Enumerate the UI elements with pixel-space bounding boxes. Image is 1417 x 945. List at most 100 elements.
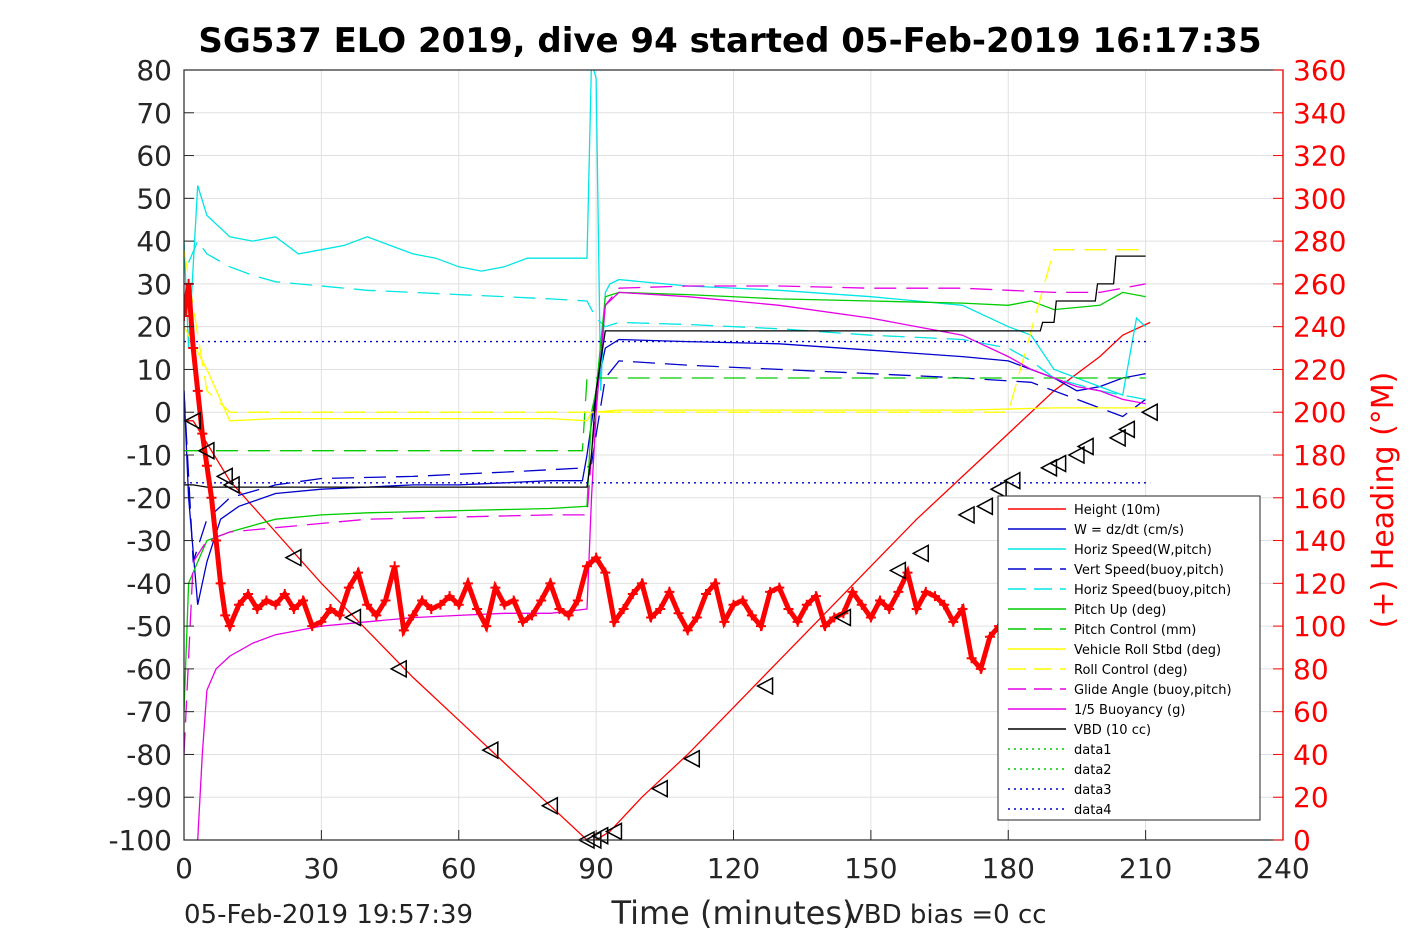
right-y-tick-label: 320	[1293, 140, 1346, 173]
heading-point	[581, 561, 592, 572]
legend-label: Pitch Up (deg)	[1074, 603, 1166, 618]
dive-marker	[888, 561, 907, 580]
heading-point	[197, 428, 208, 439]
legend-label: Roll Control (deg)	[1074, 663, 1188, 678]
heading-point	[499, 599, 510, 610]
heading-point	[371, 610, 382, 621]
dive-marker	[911, 544, 929, 563]
heading-point	[929, 591, 940, 602]
heading-point	[774, 582, 785, 593]
heading-point	[737, 595, 748, 606]
y-tick-label: 10	[136, 353, 172, 386]
dive-markers	[183, 402, 1158, 850]
heading-point	[545, 578, 556, 589]
heading-point	[220, 610, 231, 621]
heading-point	[389, 561, 400, 572]
right-y-tick-label: 100	[1293, 610, 1346, 643]
heading-point	[316, 616, 327, 627]
heading-point	[939, 599, 950, 610]
heading-point	[948, 616, 959, 627]
heading-point	[765, 586, 776, 597]
heading-trace	[184, 283, 1029, 675]
heading-point	[792, 616, 803, 627]
heading-point	[810, 591, 821, 602]
legend-label: Vehicle Roll Stbd (deg)	[1074, 643, 1221, 658]
dive-marker	[1067, 445, 1085, 465]
right-y-tick-label: 260	[1293, 268, 1346, 301]
series-line	[184, 249, 1146, 413]
legend-label: Horiz Speed(W,pitch)	[1074, 543, 1212, 558]
legend-label: VBD (10 cc)	[1074, 723, 1151, 738]
y-tick-label: 60	[136, 140, 172, 173]
heading-point	[435, 599, 446, 610]
heading-point	[398, 625, 409, 636]
series-line	[184, 360, 1146, 563]
y-tick-label: -50	[126, 610, 172, 643]
series-line	[184, 326, 1146, 422]
x-tick-label: 120	[707, 852, 760, 885]
x-tick-label: 90	[578, 852, 614, 885]
legend-label: W = dz/dt (cm/s)	[1074, 523, 1184, 538]
heading-point	[600, 567, 611, 578]
heading-point	[233, 599, 244, 610]
dive-marker	[222, 475, 240, 495]
heading-point	[527, 610, 538, 621]
legend-label: data1	[1074, 743, 1112, 758]
x-tick-label: 180	[982, 852, 1035, 885]
right-y-tick-label: 120	[1293, 567, 1346, 600]
right-y-tick-label: 180	[1293, 439, 1346, 472]
legend-label: Height (10m)	[1074, 503, 1160, 518]
heading-point	[554, 604, 565, 614]
dive-marker	[481, 740, 499, 760]
y-tick-label: -30	[126, 525, 172, 558]
heading-point	[847, 586, 858, 597]
series-line	[188, 239, 1146, 401]
chart-title: SG537 ELO 2019, dive 94 started 05-Feb-2…	[198, 21, 1261, 61]
legend-label: Glide Angle (buoy,pitch)	[1074, 683, 1232, 698]
y-tick-label: -20	[126, 482, 172, 515]
legend-box	[997, 495, 1261, 821]
heading-point	[184, 310, 189, 321]
heading-point	[536, 595, 547, 606]
heading-point	[975, 663, 986, 674]
heading-point	[618, 604, 629, 614]
heading-point	[664, 586, 675, 597]
legend-label: Horiz Speed(buoy,pitch)	[1074, 583, 1231, 598]
dive-marker	[1117, 420, 1136, 439]
heading-point	[224, 621, 235, 632]
heading-point	[407, 610, 418, 621]
y-tick-label: -80	[126, 738, 172, 771]
heading-point	[243, 589, 254, 600]
heading-point	[343, 582, 354, 593]
dive-marker	[389, 659, 407, 679]
heading-point	[453, 599, 464, 610]
y-tick-label: 40	[136, 225, 172, 258]
series-line	[184, 255, 1146, 488]
y-tick-label: 0	[154, 396, 172, 429]
heading-point	[636, 578, 647, 589]
right-y-tick-label: 220	[1293, 353, 1346, 386]
heading-point	[517, 616, 528, 627]
heading-point	[325, 604, 336, 614]
right-y-tick-label: 300	[1293, 182, 1346, 215]
heading-point	[192, 385, 203, 396]
heading-point	[884, 604, 895, 614]
y-tick-label: -60	[126, 653, 172, 686]
dive-marker	[1108, 428, 1126, 448]
heading-point	[362, 599, 373, 610]
heading-point	[188, 343, 199, 354]
heading-series	[184, 278, 1032, 675]
heading-point	[261, 595, 272, 606]
y-tick-label: -10	[126, 439, 172, 472]
series-layer	[184, 70, 1151, 840]
heading-point	[691, 612, 702, 623]
legend-label: data3	[1074, 783, 1112, 798]
heading-point	[783, 604, 794, 614]
right-y-tick-label: 20	[1293, 781, 1329, 814]
heading-point	[481, 621, 492, 632]
right-y-tick-label: 140	[1293, 525, 1346, 558]
y-tick-label: 20	[136, 311, 172, 344]
right-axis-label: (+) Heading (°M)	[1366, 372, 1401, 629]
heading-point	[563, 610, 574, 621]
